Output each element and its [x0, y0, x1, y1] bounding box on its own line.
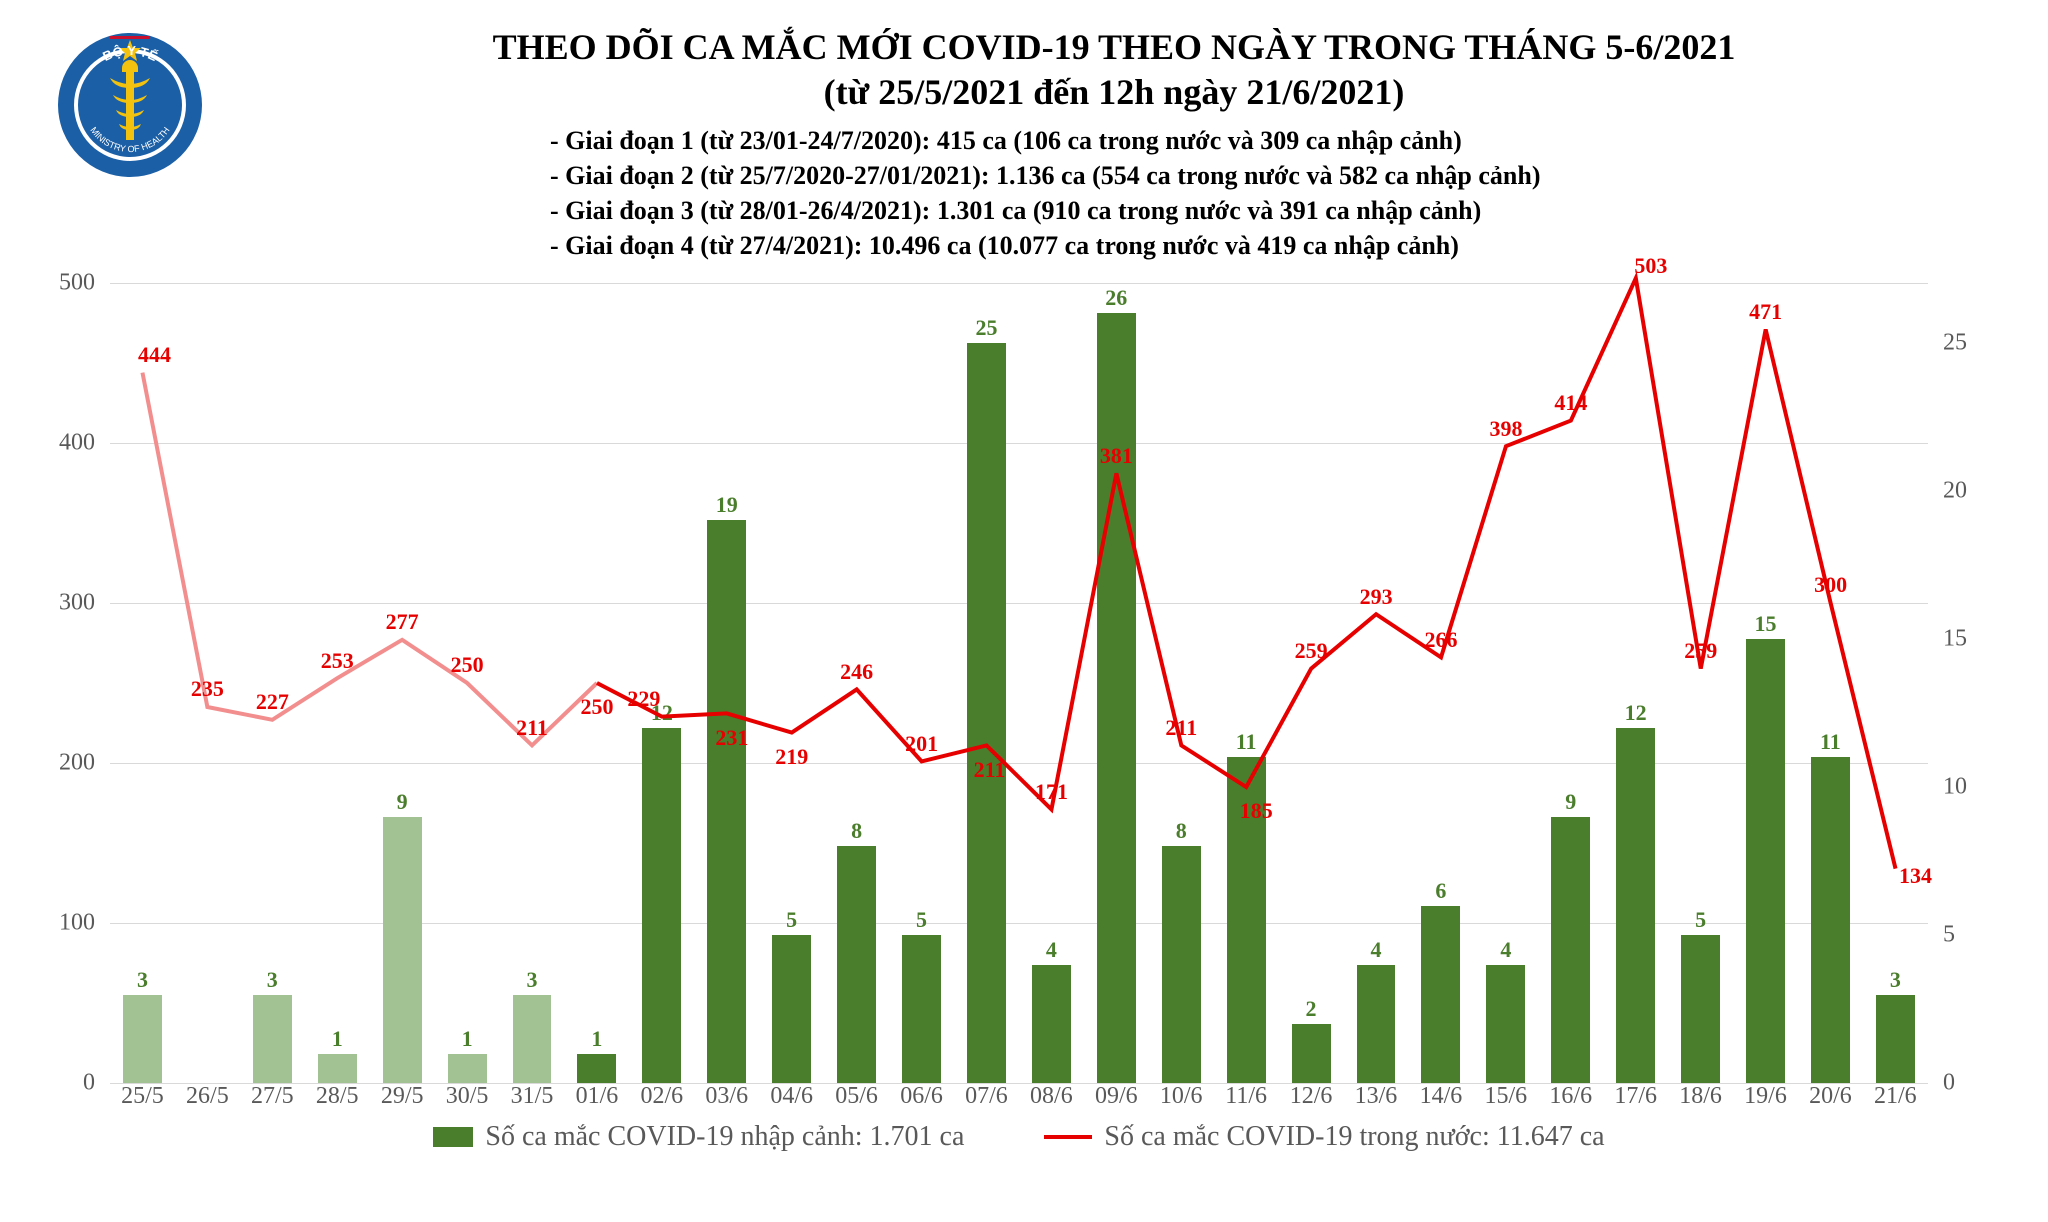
x-tick: 26/5	[175, 1083, 240, 1113]
x-tick: 27/5	[240, 1083, 305, 1113]
chart-area: 0 100 200 300 400 500 0 5 10 15 20 25 331913112195…	[40, 273, 2008, 1143]
line-label: 231	[715, 725, 748, 751]
line-label: 277	[386, 609, 419, 635]
line-label: 211	[974, 757, 1006, 783]
line-label: 293	[1360, 583, 1393, 609]
y-right-tick: 10	[1943, 774, 1967, 801]
line-segment	[597, 279, 1896, 869]
y-axis-right: 0510152025	[1933, 283, 2008, 1083]
line-label: 219	[775, 744, 808, 770]
y-left-tick: 100	[59, 910, 95, 937]
x-tick: 16/6	[1538, 1083, 1603, 1113]
y-right-tick: 15	[1943, 625, 1967, 652]
line-label: 201	[905, 731, 938, 757]
line-label: 171	[1035, 779, 1068, 805]
y-axis-left: 0100200300400500	[40, 283, 105, 1083]
line-label: 259	[1295, 638, 1328, 664]
line-label: 246	[840, 659, 873, 685]
x-tick: 25/5	[110, 1083, 175, 1113]
x-tick: 21/6	[1863, 1083, 1928, 1113]
legend-bar-icon	[433, 1127, 473, 1147]
x-tick: 29/5	[370, 1083, 435, 1113]
note-4: - Giai đoạn 4 (từ 27/4/2021): 10.496 ca …	[550, 228, 2008, 263]
legend-line-label: Số ca mắc COVID-19 trong nước: 11.647 ca	[1104, 1121, 1604, 1153]
x-tick: 08/6	[1019, 1083, 1084, 1113]
x-tick: 20/6	[1798, 1083, 1863, 1113]
note-1: - Giai đoạn 1 (từ 23/01-24/7/2020): 415 …	[550, 123, 2008, 158]
legend-bar-item: Số ca mắc COVID-19 nhập cảnh: 1.701 ca	[433, 1121, 964, 1153]
x-tick: 01/6	[564, 1083, 629, 1113]
plot-area: 33191311219585254268112464912515113 4442…	[110, 283, 1928, 1083]
x-tick: 18/6	[1668, 1083, 1733, 1113]
x-tick: 10/6	[1149, 1083, 1214, 1113]
line-label: 503	[1634, 252, 1667, 278]
x-tick: 13/6	[1344, 1083, 1409, 1113]
line-label: 253	[321, 647, 354, 673]
line-label: 229	[627, 686, 660, 712]
x-tick: 31/5	[500, 1083, 565, 1113]
y-left-tick: 500	[59, 270, 95, 297]
x-tick: 05/6	[824, 1083, 889, 1113]
title-line-1: THEO DÕI CA MẮC MỚI COVID-19 THEO NGÀY T…	[220, 25, 2008, 70]
y-left-tick: 300	[59, 590, 95, 617]
line-label: 444	[138, 342, 171, 368]
legend-bar-label: Số ca mắc COVID-19 nhập cảnh: 1.701 ca	[485, 1121, 964, 1153]
line-label: 250	[580, 694, 613, 720]
x-tick: 04/6	[759, 1083, 824, 1113]
y-right-tick: 5	[1943, 922, 1955, 949]
line-label: 227	[256, 689, 289, 715]
line-label: 381	[1100, 443, 1133, 469]
line-label: 211	[1165, 715, 1197, 741]
x-tick: 12/6	[1279, 1083, 1344, 1113]
line-label: 300	[1814, 572, 1847, 598]
line-label: 259	[1684, 638, 1717, 664]
x-tick: 09/6	[1084, 1083, 1149, 1113]
line-label: 398	[1489, 415, 1522, 441]
line-label: 471	[1749, 299, 1782, 325]
legend: Số ca mắc COVID-19 nhập cảnh: 1.701 ca S…	[110, 1121, 1928, 1153]
x-axis: 25/526/527/528/529/530/531/501/602/603/6…	[110, 1083, 1928, 1113]
title-block: THEO DÕI CA MẮC MỚI COVID-19 THEO NGÀY T…	[220, 25, 2008, 263]
line-label: 185	[1240, 798, 1273, 824]
x-tick: 03/6	[694, 1083, 759, 1113]
y-left-tick: 0	[83, 1070, 95, 1097]
title-line-2: (từ 25/5/2021 đến 12h ngày 21/6/2021)	[220, 70, 2008, 115]
line-label: 134	[1899, 863, 1932, 889]
header: BỘ Y TẾ MINISTRY OF HEALTH THEO DÕI CA M…	[40, 25, 2008, 263]
x-tick: 02/6	[629, 1083, 694, 1113]
x-tick: 06/6	[889, 1083, 954, 1113]
x-tick: 30/5	[435, 1083, 500, 1113]
note-3: - Giai đoạn 3 (từ 28/01-26/4/2021): 1.30…	[550, 193, 2008, 228]
y-right-tick: 25	[1943, 329, 1967, 356]
notes-block: - Giai đoạn 1 (từ 23/01-24/7/2020): 415 …	[220, 123, 2008, 263]
line-label: 211	[516, 715, 548, 741]
line-label: 414	[1554, 390, 1587, 416]
line-svg	[110, 283, 1928, 1083]
x-tick: 17/6	[1603, 1083, 1668, 1113]
note-2: - Giai đoạn 2 (từ 25/7/2020-27/01/2021):…	[550, 158, 2008, 193]
x-tick: 14/6	[1408, 1083, 1473, 1113]
x-tick: 28/5	[305, 1083, 370, 1113]
y-right-tick: 0	[1943, 1070, 1955, 1097]
line-label: 235	[191, 676, 224, 702]
x-tick: 19/6	[1733, 1083, 1798, 1113]
y-left-tick: 200	[59, 750, 95, 777]
line-label: 266	[1425, 627, 1458, 653]
x-tick: 07/6	[954, 1083, 1019, 1113]
logo-svg: BỘ Y TẾ MINISTRY OF HEALTH	[55, 30, 205, 180]
y-left-tick: 400	[59, 430, 95, 457]
ministry-logo: BỘ Y TẾ MINISTRY OF HEALTH	[40, 25, 220, 180]
x-tick: 15/6	[1473, 1083, 1538, 1113]
line-label: 250	[451, 652, 484, 678]
legend-line-icon	[1044, 1135, 1092, 1139]
legend-line-item: Số ca mắc COVID-19 trong nước: 11.647 ca	[1044, 1121, 1604, 1153]
y-right-tick: 20	[1943, 477, 1967, 504]
x-tick: 11/6	[1214, 1083, 1279, 1113]
